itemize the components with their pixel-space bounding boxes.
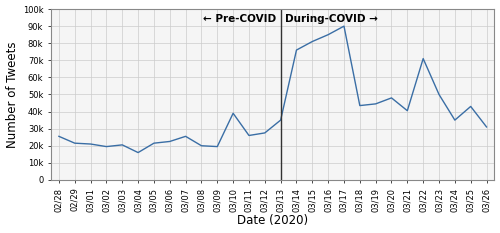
Y-axis label: Number of Tweets: Number of Tweets: [6, 41, 18, 148]
X-axis label: Date (2020): Date (2020): [237, 214, 308, 227]
Text: ← Pre-COVID: ← Pre-COVID: [203, 14, 276, 24]
Text: During-COVID →: During-COVID →: [286, 14, 378, 24]
